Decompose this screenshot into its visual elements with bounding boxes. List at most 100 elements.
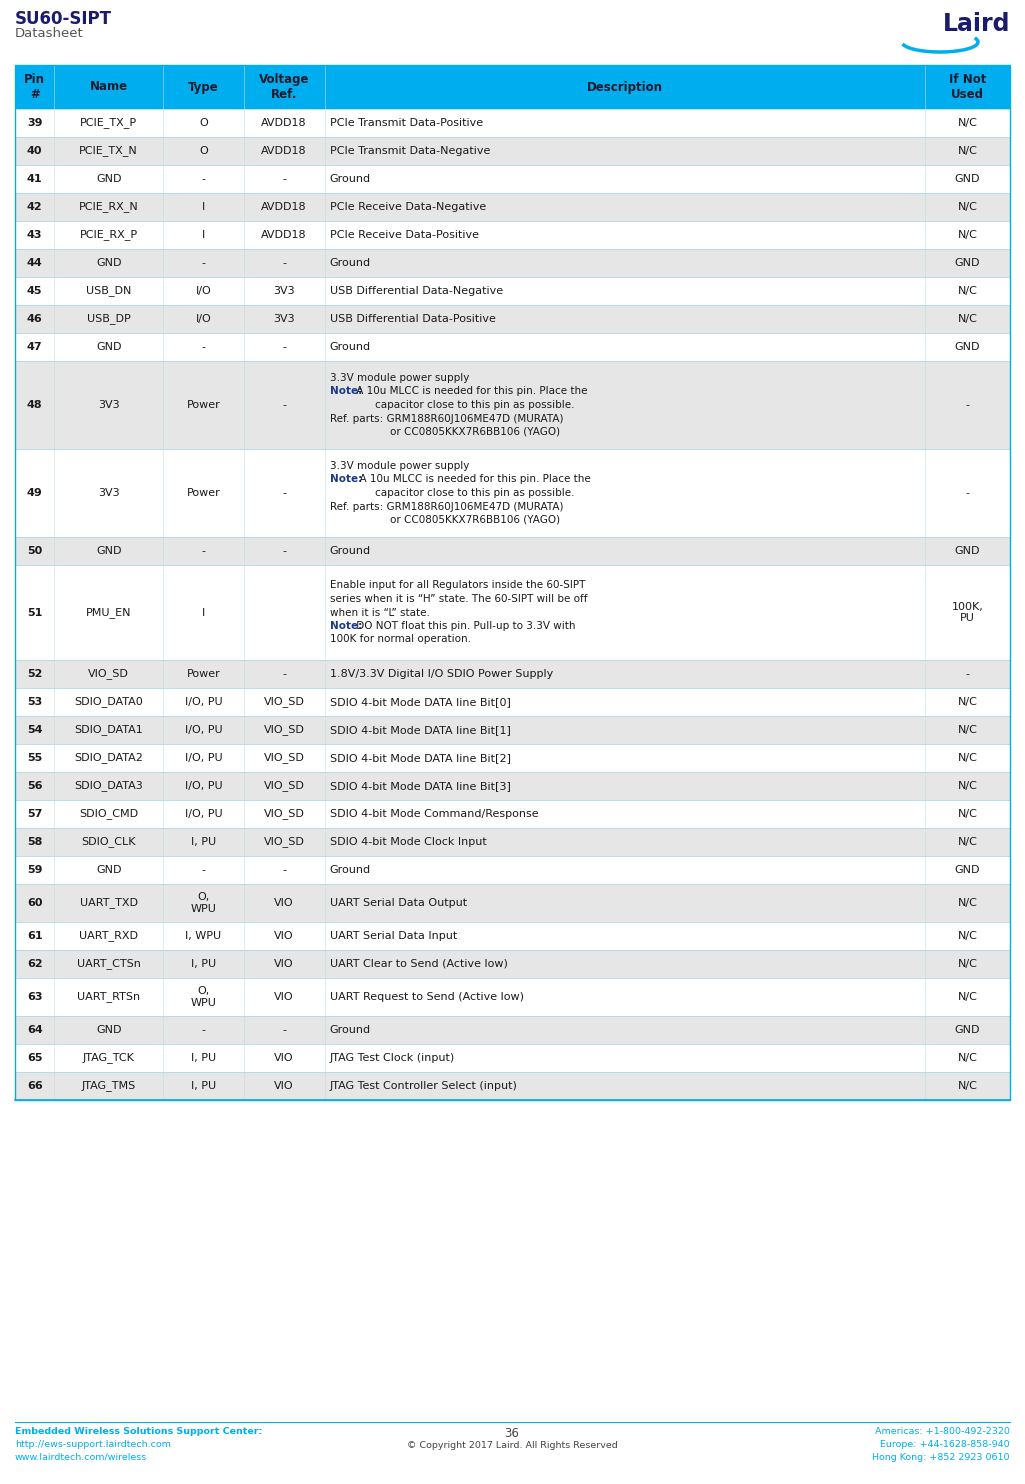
Text: -: - xyxy=(202,1025,205,1034)
Text: PCIE_TX_P: PCIE_TX_P xyxy=(80,117,137,129)
Bar xyxy=(15,137,1010,165)
Text: 62: 62 xyxy=(27,959,42,969)
Text: 1.8V/3.3V Digital I/O SDIO Power Supply: 1.8V/3.3V Digital I/O SDIO Power Supply xyxy=(330,669,552,680)
Text: UART_RXD: UART_RXD xyxy=(79,930,138,941)
Text: I/O, PU: I/O, PU xyxy=(184,697,222,706)
Text: 61: 61 xyxy=(27,930,42,941)
Text: N/C: N/C xyxy=(957,809,978,819)
Text: GND: GND xyxy=(955,341,980,352)
Text: 42: 42 xyxy=(27,202,42,212)
Text: GND: GND xyxy=(955,174,980,184)
Text: USB_DP: USB_DP xyxy=(87,313,130,325)
Text: I, PU: I, PU xyxy=(191,959,216,969)
Text: I, PU: I, PU xyxy=(191,1054,216,1063)
Bar xyxy=(15,361,1010,450)
Bar xyxy=(15,565,1010,660)
Text: A 10u MLCC is needed for this pin. Place the: A 10u MLCC is needed for this pin. Place… xyxy=(353,475,590,484)
Text: Ground: Ground xyxy=(330,865,371,876)
Text: -: - xyxy=(282,669,286,680)
Text: I/O: I/O xyxy=(196,315,211,324)
Text: GND: GND xyxy=(96,341,121,352)
Text: -: - xyxy=(202,865,205,876)
Text: AVDD18: AVDD18 xyxy=(261,202,308,212)
Text: N/C: N/C xyxy=(957,286,978,295)
Text: SDIO_CMD: SDIO_CMD xyxy=(79,809,138,819)
Text: UART Serial Data Output: UART Serial Data Output xyxy=(330,898,466,908)
Text: PCIE_RX_P: PCIE_RX_P xyxy=(80,230,137,240)
Text: SDIO 4-bit Mode DATA line Bit[0]: SDIO 4-bit Mode DATA line Bit[0] xyxy=(330,697,510,706)
Text: -: - xyxy=(282,174,286,184)
Text: I/O, PU: I/O, PU xyxy=(184,726,222,735)
Text: www.lairdtech.com/wireless: www.lairdtech.com/wireless xyxy=(15,1453,148,1462)
Text: capacitor close to this pin as possible.: capacitor close to this pin as possible. xyxy=(374,488,574,499)
Text: VIO: VIO xyxy=(275,1054,294,1063)
Text: 58: 58 xyxy=(27,837,42,847)
Text: SDIO 4-bit Mode DATA line Bit[1]: SDIO 4-bit Mode DATA line Bit[1] xyxy=(330,726,510,735)
Text: VIO: VIO xyxy=(275,930,294,941)
Text: -: - xyxy=(282,865,286,876)
Text: 100K for normal operation.: 100K for normal operation. xyxy=(330,635,470,644)
Text: GND: GND xyxy=(955,865,980,876)
Text: 49: 49 xyxy=(27,488,43,499)
Text: Ref. parts: GRM188R60J106ME47D (MURATA): Ref. parts: GRM188R60J106ME47D (MURATA) xyxy=(330,414,563,423)
Text: Name: Name xyxy=(89,80,128,93)
Text: N/C: N/C xyxy=(957,930,978,941)
Text: Enable input for all Regulators inside the 60-SIPT: Enable input for all Regulators inside t… xyxy=(330,580,585,591)
Text: 3.3V module power supply: 3.3V module power supply xyxy=(330,372,469,383)
Text: JTAG_TCK: JTAG_TCK xyxy=(83,1052,134,1064)
Text: SDIO_DATA1: SDIO_DATA1 xyxy=(75,724,144,736)
Text: or CC0805KKX7R6BB106 (YAGO): or CC0805KKX7R6BB106 (YAGO) xyxy=(390,515,560,525)
Bar xyxy=(15,1045,1010,1071)
Text: I, PU: I, PU xyxy=(191,1080,216,1091)
Text: 36: 36 xyxy=(504,1428,520,1439)
Text: 59: 59 xyxy=(27,865,42,876)
Text: GND: GND xyxy=(955,1025,980,1034)
Text: I/O: I/O xyxy=(196,286,211,295)
Text: USB Differential Data-Positive: USB Differential Data-Positive xyxy=(330,315,495,324)
Text: 50: 50 xyxy=(27,546,42,556)
Text: N/C: N/C xyxy=(957,202,978,212)
Text: SU60-SIPT: SU60-SIPT xyxy=(15,10,112,28)
Text: N/C: N/C xyxy=(957,752,978,763)
Text: 65: 65 xyxy=(27,1054,42,1063)
Bar xyxy=(15,950,1010,978)
Bar xyxy=(15,884,1010,922)
Bar xyxy=(15,65,1010,1100)
Text: PCIE_TX_N: PCIE_TX_N xyxy=(79,145,138,156)
Text: GND: GND xyxy=(955,546,980,556)
Text: capacitor close to this pin as possible.: capacitor close to this pin as possible. xyxy=(374,401,574,410)
Text: AVDD18: AVDD18 xyxy=(261,145,308,156)
Text: SDIO 4-bit Mode Command/Response: SDIO 4-bit Mode Command/Response xyxy=(330,809,538,819)
Text: 60: 60 xyxy=(27,898,42,908)
Text: VIO_SD: VIO_SD xyxy=(263,809,304,819)
Text: series when it is “H” state. The 60-SIPT will be off: series when it is “H” state. The 60-SIPT… xyxy=(330,594,587,604)
Bar xyxy=(15,450,1010,537)
Text: O,
WPU: O, WPU xyxy=(191,892,216,914)
Text: GND: GND xyxy=(96,1025,121,1034)
Text: Embedded Wireless Solutions Support Center:: Embedded Wireless Solutions Support Cent… xyxy=(15,1428,262,1437)
Text: -: - xyxy=(966,488,970,499)
Text: GND: GND xyxy=(955,258,980,269)
Text: -: - xyxy=(202,546,205,556)
Text: Americas: +1-800-492-2320: Americas: +1-800-492-2320 xyxy=(875,1428,1010,1437)
Text: 45: 45 xyxy=(27,286,42,295)
Text: O: O xyxy=(199,145,208,156)
Bar xyxy=(15,537,1010,565)
Text: Ground: Ground xyxy=(330,174,371,184)
Text: I/O, PU: I/O, PU xyxy=(184,781,222,791)
Text: VIO_SD: VIO_SD xyxy=(263,781,304,791)
Text: VIO: VIO xyxy=(275,959,294,969)
Text: GND: GND xyxy=(96,546,121,556)
Text: USB_DN: USB_DN xyxy=(86,285,131,297)
Text: SDIO_DATA3: SDIO_DATA3 xyxy=(75,781,144,791)
Text: -: - xyxy=(282,401,286,410)
Text: DO NOT float this pin. Pull-up to 3.3V with: DO NOT float this pin. Pull-up to 3.3V w… xyxy=(353,620,575,631)
Text: N/C: N/C xyxy=(957,837,978,847)
Text: SDIO 4-bit Mode DATA line Bit[3]: SDIO 4-bit Mode DATA line Bit[3] xyxy=(330,781,510,791)
Bar xyxy=(15,1071,1010,1100)
Text: 100K,
PU: 100K, PU xyxy=(951,601,983,623)
Text: GND: GND xyxy=(96,865,121,876)
Text: N/C: N/C xyxy=(957,726,978,735)
Text: 40: 40 xyxy=(27,145,42,156)
Text: Power: Power xyxy=(187,669,220,680)
